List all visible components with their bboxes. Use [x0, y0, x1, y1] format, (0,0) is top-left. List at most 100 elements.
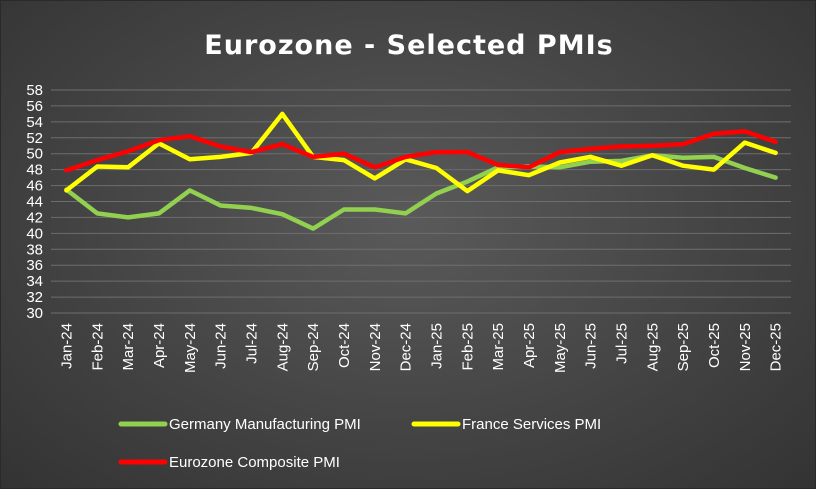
data-point — [774, 140, 777, 143]
series-3 — [64, 129, 778, 173]
data-point — [682, 143, 684, 145]
data-point — [127, 166, 129, 169]
data-point — [435, 192, 438, 195]
x-tick-label: May-24 — [182, 323, 199, 373]
data-point — [620, 160, 623, 162]
y-tick-label: 52 — [26, 130, 43, 147]
y-tick-label: 38 — [26, 241, 43, 258]
data-point — [558, 161, 561, 164]
data-point — [528, 174, 530, 177]
data-point — [435, 151, 438, 153]
x-tick-label: Nov-24 — [367, 323, 384, 371]
y-tick-label: 44 — [26, 194, 43, 211]
data-point — [743, 130, 746, 133]
data-point — [219, 156, 222, 158]
data-point — [188, 189, 191, 192]
data-point — [281, 213, 284, 216]
data-point — [497, 164, 499, 166]
legend-label: France Services PMI — [462, 416, 601, 433]
y-tick-label: 34 — [26, 273, 43, 290]
data-point — [466, 180, 469, 183]
data-point — [188, 158, 191, 161]
data-point — [589, 160, 592, 163]
data-point — [466, 190, 469, 192]
data-point — [158, 212, 160, 215]
x-tick-label: Jun-25 — [583, 323, 600, 369]
data-point — [343, 159, 345, 161]
data-point — [743, 167, 746, 169]
x-tick-label: Jan-24 — [58, 323, 75, 369]
x-tick-label: Nov-25 — [737, 323, 754, 371]
data-point — [682, 156, 684, 159]
data-point — [373, 208, 376, 211]
data-point — [404, 212, 407, 215]
data-point — [466, 151, 469, 153]
x-tick-label: May-25 — [552, 323, 569, 373]
y-tick-label: 32 — [26, 289, 43, 306]
y-tick-label: 40 — [26, 225, 43, 242]
data-point — [435, 167, 438, 169]
series-line — [64, 129, 778, 173]
y-tick-label: 42 — [26, 209, 43, 226]
y-tick-label: 46 — [26, 178, 43, 195]
data-point — [281, 143, 284, 145]
data-point — [713, 168, 715, 171]
legend-label: Germany Manufacturing PMI — [169, 416, 361, 433]
x-tick-label: Aug-24 — [274, 323, 291, 371]
x-tick-label: Apr-24 — [151, 323, 168, 368]
data-point — [620, 164, 623, 167]
x-tick-label: Mar-25 — [490, 323, 507, 371]
x-tick-label: Oct-24 — [336, 323, 353, 368]
series-line — [64, 111, 778, 194]
data-point — [158, 139, 160, 141]
data-point — [219, 204, 222, 207]
data-point — [497, 169, 499, 172]
legend-item: Eurozone Composite PMI — [118, 454, 340, 471]
x-tick-label: Jun-24 — [213, 323, 230, 369]
data-point — [343, 152, 345, 155]
data-point — [713, 133, 715, 135]
x-tick-label: Aug-25 — [644, 323, 661, 371]
data-point — [127, 216, 129, 219]
data-point — [65, 189, 68, 192]
chart-title: Eurozone - Selected PMIs — [204, 30, 613, 61]
data-point — [528, 166, 530, 169]
data-point — [743, 141, 746, 144]
legend-label: Eurozone Composite PMI — [169, 454, 340, 471]
data-point — [65, 169, 68, 172]
data-point — [312, 227, 314, 230]
data-point — [774, 152, 777, 154]
data-point — [373, 166, 376, 169]
data-point — [682, 164, 684, 167]
data-point — [312, 156, 314, 158]
data-point — [219, 145, 222, 148]
data-point — [343, 208, 345, 211]
data-point — [127, 150, 129, 153]
y-tick-label: 54 — [26, 114, 43, 131]
x-axis: Jan-24 Feb-24 Mar-24 Apr-24 May-24 Jun-24 Jul-… — [58, 323, 784, 373]
x-tick-label: Feb-25 — [459, 323, 476, 371]
y-tick-label: 58 — [26, 82, 43, 99]
data-point — [281, 113, 284, 115]
series-layer — [64, 111, 778, 231]
x-tick-label: Jan-25 — [428, 323, 445, 369]
data-point — [250, 207, 253, 209]
x-tick-label: Jul-24 — [243, 323, 260, 364]
y-tick-label: 36 — [26, 257, 43, 274]
data-point — [651, 154, 654, 157]
data-point — [589, 156, 592, 158]
x-tick-label: Dec-24 — [398, 323, 415, 371]
x-tick-label: Apr-25 — [521, 323, 538, 368]
data-point — [96, 212, 99, 215]
data-point — [96, 165, 99, 168]
data-point — [158, 142, 160, 145]
x-tick-label: Jul-25 — [613, 323, 630, 364]
x-tick-label: Sep-25 — [675, 323, 692, 371]
data-point — [651, 144, 654, 147]
legend: Germany Manufacturing PMI France Services… — [118, 416, 601, 471]
data-point — [620, 145, 623, 148]
data-point — [558, 151, 561, 153]
data-point — [774, 176, 777, 179]
